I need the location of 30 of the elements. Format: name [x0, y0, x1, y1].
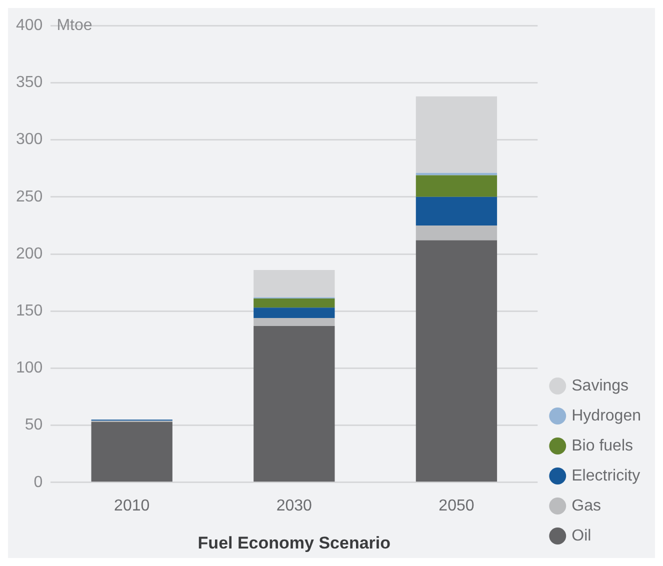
y-axis-title: Mtoe	[56, 17, 92, 34]
bar	[254, 270, 335, 298]
y-tick-label: 250	[16, 188, 43, 206]
legend-label: Hydrogen	[572, 407, 641, 424]
legend-label: Savings	[572, 377, 629, 394]
legend-label: Gas	[572, 497, 601, 514]
bar	[254, 298, 335, 308]
y-tick-label: 0	[34, 474, 43, 491]
legend-label: Electricity	[572, 467, 640, 484]
y-tick-label: 150	[16, 302, 43, 320]
x-tick-label: 2010	[114, 497, 150, 514]
bar	[254, 308, 335, 318]
bar	[91, 422, 172, 482]
bar	[416, 175, 498, 197]
y-tick-label: 300	[16, 131, 43, 148]
y-tick-label: 350	[16, 74, 43, 92]
bar	[254, 326, 335, 482]
x-axis-title: Fuel Economy Scenario	[198, 533, 391, 552]
y-tick-label: 50	[24, 416, 43, 434]
y-tick-label: 200	[16, 245, 43, 262]
x-tick-label: 2050	[438, 497, 474, 514]
bar	[416, 225, 498, 240]
bar	[254, 318, 335, 326]
bar	[416, 196, 498, 226]
x-tick-label: 2030	[276, 497, 312, 514]
y-tick-label: 100	[16, 360, 43, 377]
legend-label: Bio fuels	[572, 437, 633, 454]
y-tick-label: 400	[16, 17, 43, 34]
bar	[416, 240, 498, 482]
legend-label: Oil	[572, 527, 592, 544]
